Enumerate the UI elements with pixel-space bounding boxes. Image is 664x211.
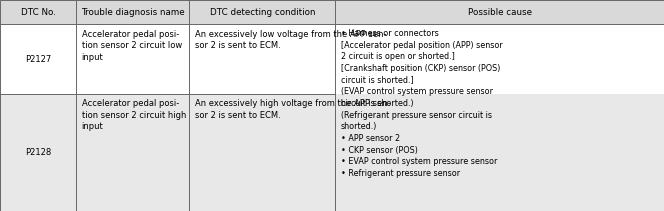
Text: An excessively low voltage from the APP sen-
sor 2 is sent to ECM.: An excessively low voltage from the APP … bbox=[195, 30, 386, 50]
Bar bbox=[0, 94, 664, 211]
Text: • Harness or connectors
[Accelerator pedal position (APP) sensor
2 circuit is op: • Harness or connectors [Accelerator ped… bbox=[341, 29, 503, 178]
Text: Possible cause: Possible cause bbox=[467, 8, 532, 17]
Bar bbox=[0, 24, 664, 94]
Text: P2128: P2128 bbox=[25, 148, 51, 157]
Text: Trouble diagnosis name: Trouble diagnosis name bbox=[81, 8, 185, 17]
Text: Accelerator pedal posi-
tion sensor 2 circuit high
input: Accelerator pedal posi- tion sensor 2 ci… bbox=[82, 99, 186, 131]
Text: DTC detecting condition: DTC detecting condition bbox=[210, 8, 315, 17]
Text: Accelerator pedal posi-
tion sensor 2 circuit low
input: Accelerator pedal posi- tion sensor 2 ci… bbox=[82, 30, 182, 62]
Bar bbox=[0, 0, 664, 24]
Text: DTC No.: DTC No. bbox=[21, 8, 56, 17]
Text: P2127: P2127 bbox=[25, 55, 51, 64]
Text: An excessively high voltage from the APP sen-
sor 2 is sent to ECM.: An excessively high voltage from the APP… bbox=[195, 99, 390, 120]
